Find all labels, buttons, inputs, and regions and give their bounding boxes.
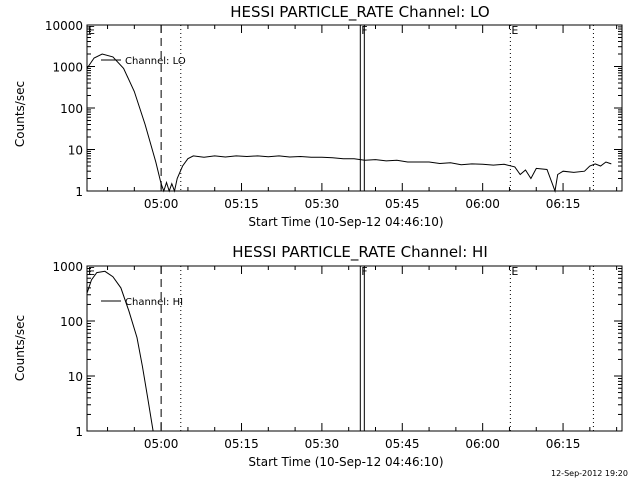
y-tick-label: 10000 [45,19,83,33]
event-marker-label: E [511,24,518,37]
legend-label: Channel: LO [125,56,186,67]
legend-label: Channel: HI [125,297,183,308]
event-marker-label: E [88,265,95,278]
x-tick-label: 06:00 [465,437,500,451]
footer-timestamp: 12-Sep-2012 19:20 [551,469,628,478]
x-tick-label: 05:00 [144,437,179,451]
chart-lo: HESSI PARTICLE_RATE Channel: LO Counts/s… [13,3,623,229]
y-tick-label: 10 [68,370,83,384]
x-tick-label: 06:00 [465,197,500,211]
x-tick-label: 05:30 [305,197,340,211]
x-tick-label: 05:15 [224,197,259,211]
x-tick-label: 06:15 [546,437,581,451]
plot-frame [86,24,623,192]
series-line [86,53,612,193]
x-tick-label: 05:00 [144,197,179,211]
x-axis-label: Start Time (10-Sep-12 04:46:10) [248,215,443,229]
plot-frame [86,265,623,432]
event-marker-label: E [88,24,95,37]
chart-title: HESSI PARTICLE_RATE Channel: LO [230,3,489,22]
x-tick-label: 06:15 [546,197,581,211]
y-axis-label: Counts/sec [13,81,27,147]
chart-hi: HESSI PARTICLE_RATE Channel: HI Counts/s… [13,243,623,469]
y-tick-label: 1000 [52,61,83,75]
y-tick-label: 1000 [52,260,83,274]
y-tick-label: 1 [75,185,83,199]
x-tick-label: 05:30 [305,437,340,451]
y-axis-label: Counts/sec [13,315,27,381]
y-tick-label: 10 [68,144,83,158]
y-tick-label: 100 [60,315,83,329]
chart-title: HESSI PARTICLE_RATE Channel: HI [232,243,488,262]
x-tick-label: 05:45 [385,437,420,451]
x-axis-label: Start Time (10-Sep-12 04:46:10) [248,455,443,469]
x-tick-label: 05:45 [385,197,420,211]
event-marker-label: E [511,265,518,278]
series-line [86,270,154,432]
plot-area: 1 10 100 1000 05:00 05:15 05:30 05:45 06:00 06:15… [52,260,623,451]
plot-area: 1 10 100 1000 10000 05:00 05:15 05:30 05:45 06:00… [45,19,623,211]
x-tick-label: 05:15 [224,437,259,451]
y-tick-label: 1 [75,425,83,439]
y-tick-label: 100 [60,102,83,116]
